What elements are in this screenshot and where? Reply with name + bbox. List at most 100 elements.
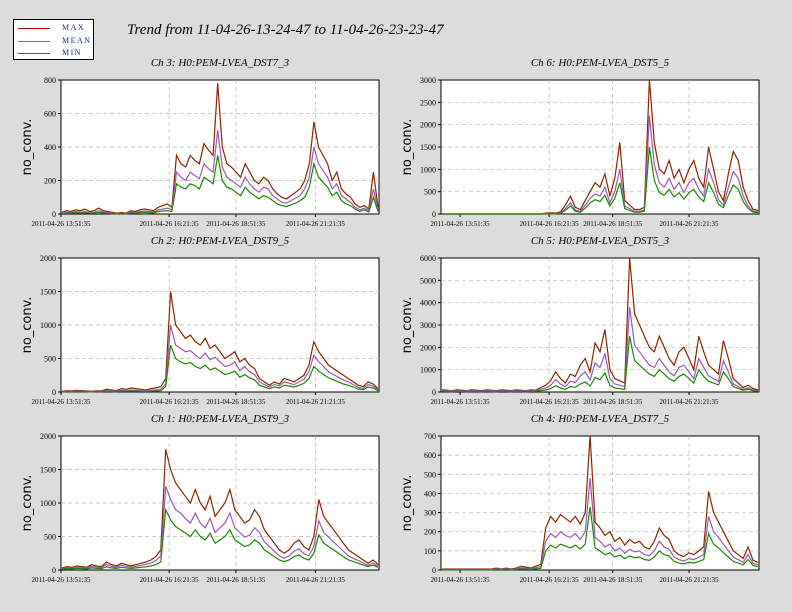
x-tick-label: 2011-04-26 13:51:35 <box>431 398 491 406</box>
y-tick-label: 0 <box>432 210 436 219</box>
x-tick-label: 2011-04-26 16:21:35 <box>140 398 200 406</box>
chart-panel-6: Ch 4: H0:PEM-LVEA_DST7_5 no_conv. 0 100 200 3… <box>400 413 760 584</box>
legend-swatch-mean <box>18 41 50 42</box>
chart-panel-3: Ch 2: H0:PEM-LVEA_DST9_5 no_conv. 0 500 1000… <box>20 235 380 406</box>
y-tick-label: 300 <box>424 509 436 518</box>
y-tick-label: 1000 <box>420 165 436 174</box>
x-tick-label: 2011-04-26 13:51:35 <box>31 220 91 228</box>
x-tick-label: 2011-04-26 18:51:35 <box>583 398 643 406</box>
x-tick-label: 2011-04-26 13:51:35 <box>431 220 491 228</box>
legend-entry-min: MIN <box>18 47 94 59</box>
chart-panel-1: Ch 3: H0:PEM-LVEA_DST7_3 no_conv. 0 200 400 6… <box>20 57 380 228</box>
x-tick-label: 2011-04-26 13:51:35 <box>431 576 491 584</box>
y-tick-label: 0 <box>52 388 56 397</box>
y-tick-label: 2000 <box>40 254 56 263</box>
chart-title: Ch 3: H0:PEM-LVEA_DST7_3 <box>151 57 290 69</box>
y-tick-label: 600 <box>424 451 436 460</box>
chart-panel-5: Ch 1: H0:PEM-LVEA_DST9_3 no_conv. 0 500 1000… <box>20 413 380 584</box>
chart-title: Ch 6: H0:PEM-LVEA_DST5_5 <box>531 57 670 69</box>
x-tick-label: 2011-04-26 21:21:35 <box>660 220 720 228</box>
y-tick-label: 500 <box>424 470 436 479</box>
legend-label-mean: MEAN <box>62 36 92 45</box>
x-tick-label: 2011-04-26 13:51:35 <box>31 398 91 406</box>
chart-panel-2: Ch 6: H0:PEM-LVEA_DST5_5 no_conv. 0 500 1000… <box>400 57 760 228</box>
x-tick-label: 2011-04-26 18:51:35 <box>583 576 643 584</box>
chart-title: Ch 4: H0:PEM-LVEA_DST7_5 <box>531 413 670 425</box>
legend-label-max: MAX <box>62 23 86 32</box>
x-tick-label: 2011-04-26 21:21:35 <box>286 576 346 584</box>
y-tick-label: 1000 <box>40 321 56 330</box>
y-tick-label: 0 <box>52 566 56 575</box>
plot-area <box>60 435 380 571</box>
y-tick-label: 400 <box>44 143 56 152</box>
x-tick-label: 2011-04-26 21:21:35 <box>660 398 720 406</box>
series-line-min <box>61 155 379 215</box>
series-line-mean <box>61 486 379 570</box>
y-axis-label: no_conv. <box>20 297 35 354</box>
y-tick-label: 6000 <box>420 254 436 263</box>
series-line-max <box>442 435 759 570</box>
chart-title: Ch 1: H0:PEM-LVEA_DST9_3 <box>151 413 290 425</box>
y-tick-label: 1500 <box>420 143 436 152</box>
legend-swatch-max <box>18 28 50 29</box>
y-tick-label: 3000 <box>420 76 436 85</box>
y-tick-label: 3000 <box>420 321 436 330</box>
series-line-min <box>442 146 759 215</box>
x-tick-label: 2011-04-26 13:51:35 <box>31 576 91 584</box>
y-tick-label: 2000 <box>420 121 436 130</box>
y-tick-label: 700 <box>424 432 436 441</box>
x-tick-label: 2011-04-26 21:21:35 <box>286 398 346 406</box>
chart-title: Ch 2: H0:PEM-LVEA_DST9_5 <box>151 235 290 247</box>
x-tick-label: 2011-04-26 18:51:35 <box>206 220 266 228</box>
y-tick-label: 2000 <box>40 432 56 441</box>
legend-swatch-min <box>18 53 50 54</box>
y-tick-label: 2000 <box>420 343 436 352</box>
plot-area <box>440 79 760 215</box>
y-tick-label: 1000 <box>40 499 56 508</box>
legend-entry-max: MAX <box>18 22 94 34</box>
x-tick-label: 2011-04-26 18:51:35 <box>583 220 643 228</box>
y-tick-label: 200 <box>424 528 436 537</box>
y-axis-label: no_conv. <box>400 119 415 176</box>
legend-label-min: MIN <box>62 48 83 57</box>
x-tick-label: 2011-04-26 18:51:35 <box>206 576 266 584</box>
y-tick-label: 400 <box>424 489 436 498</box>
chart-panel-4: Ch 5: H0:PEM-LVEA_DST5_3 no_conv. 0 1000 200… <box>400 235 760 406</box>
y-axis-label: no_conv. <box>400 297 415 354</box>
y-tick-label: 500 <box>424 188 436 197</box>
y-tick-label: 500 <box>44 533 56 542</box>
x-tick-label: 2011-04-26 21:21:35 <box>286 220 346 228</box>
x-tick-label: 2011-04-26 16:21:35 <box>520 576 580 584</box>
y-tick-label: 500 <box>44 355 56 364</box>
y-tick-label: 200 <box>44 177 56 186</box>
y-tick-label: 800 <box>44 76 56 85</box>
y-axis-label: no_conv. <box>400 475 415 532</box>
y-tick-label: 100 <box>424 547 436 556</box>
y-tick-label: 2500 <box>420 98 436 107</box>
y-tick-label: 0 <box>52 210 56 219</box>
y-tick-label: 5000 <box>420 276 436 285</box>
x-tick-label: 2011-04-26 16:21:35 <box>140 576 200 584</box>
legend: MAX MEAN MIN <box>13 19 94 60</box>
legend-entry-mean: MEAN <box>18 35 94 47</box>
x-tick-label: 2011-04-26 16:21:35 <box>520 220 580 228</box>
x-tick-label: 2011-04-26 21:21:35 <box>660 576 720 584</box>
y-tick-label: 1500 <box>40 288 56 297</box>
y-tick-label: 600 <box>44 110 56 119</box>
series-line-max <box>61 291 379 392</box>
y-tick-label: 4000 <box>420 299 436 308</box>
y-tick-label: 1000 <box>420 366 436 375</box>
y-tick-label: 1500 <box>40 466 56 475</box>
series-line-max <box>61 449 379 569</box>
x-tick-label: 2011-04-26 16:21:35 <box>520 398 580 406</box>
y-axis-label: no_conv. <box>20 475 35 532</box>
chart-title: Ch 5: H0:PEM-LVEA_DST5_3 <box>531 235 670 247</box>
x-tick-label: 2011-04-26 18:51:35 <box>206 398 266 406</box>
y-axis-label: no_conv. <box>20 119 35 176</box>
series-line-min <box>61 507 379 570</box>
series-line-min <box>61 344 379 393</box>
series-line-min <box>442 506 759 571</box>
y-tick-label: 0 <box>432 566 436 575</box>
x-tick-label: 2011-04-26 16:21:35 <box>140 220 200 228</box>
